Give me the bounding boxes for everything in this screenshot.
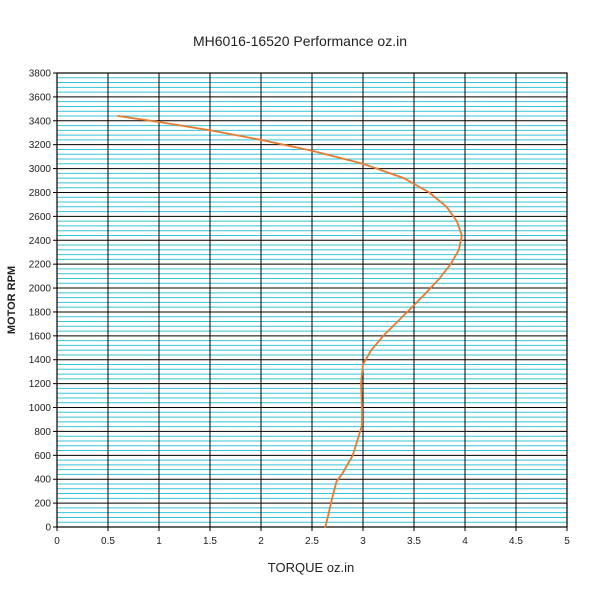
data-point (361, 424, 363, 427)
y-tick-label: 2600 (29, 212, 52, 223)
data-point (396, 320, 399, 323)
data-point (382, 334, 385, 337)
y-tick-label: 200 (34, 499, 51, 510)
data-point (370, 349, 373, 352)
data-point (438, 277, 441, 280)
y-tick-label: 600 (34, 451, 51, 462)
x-tick-label: 3 (360, 536, 366, 547)
data-point (327, 514, 330, 516)
plot-area: 0 200 400 600 800 1000 1200 1400 1600 1800 2000 220… (29, 69, 570, 548)
x-tick-label: 2 (258, 536, 264, 547)
data-point (324, 526, 327, 528)
data-point (117, 115, 120, 117)
y-tick-label: 400 (34, 475, 51, 486)
data-point (335, 480, 338, 483)
data-point (445, 205, 448, 208)
data-point (209, 129, 211, 132)
data-point (461, 234, 463, 237)
data-point (362, 363, 364, 366)
data-point (362, 162, 364, 165)
data-point (455, 220, 458, 223)
data-point (428, 191, 431, 194)
data-point (361, 406, 363, 409)
x-tick-label: 5 (564, 536, 570, 547)
data-point (402, 177, 405, 180)
y-tick-label: 2200 (29, 260, 52, 271)
data-point (360, 382, 362, 385)
data-point (351, 454, 354, 457)
data-point (449, 263, 452, 266)
data-point (311, 149, 313, 152)
data-point (331, 496, 334, 499)
x-tick-label: 1.5 (203, 536, 217, 547)
data-point (260, 139, 262, 141)
y-tick-label: 1200 (29, 379, 52, 390)
x-tick-label: 0.5 (101, 536, 115, 547)
y-tick-label: 1400 (29, 355, 52, 366)
data-point (425, 291, 428, 294)
y-tick-label: 1600 (29, 331, 52, 342)
y-tick-label: 800 (34, 427, 51, 438)
x-tick-label: 4 (462, 536, 468, 547)
y-tick-label: 2800 (29, 188, 52, 199)
data-point (158, 121, 160, 123)
x-tick-label: 0 (54, 536, 60, 547)
chart-title: MH6016-16520 Performance oz.in (193, 33, 407, 49)
y-tick-label: 3200 (29, 140, 52, 151)
y-tick-label: 1000 (29, 403, 52, 414)
x-tick-label: 1 (156, 536, 162, 547)
y-tick-label: 3400 (29, 116, 52, 127)
x-axis-label: TORQUE oz.in (268, 560, 354, 575)
data-point (457, 248, 460, 251)
y-tick-label: 1800 (29, 307, 52, 318)
y-tick-label: 0 (45, 523, 51, 534)
x-tick-label: 2.5 (305, 536, 319, 547)
y-axis-label: MOTOR RPM (6, 266, 18, 334)
data-point (411, 306, 413, 309)
y-tick-label: 2400 (29, 236, 52, 247)
y-tick-label: 2000 (29, 284, 52, 295)
y-tick-label: 3000 (29, 164, 52, 175)
y-tick-label: 3600 (29, 92, 52, 103)
x-tick-label: 3.5 (407, 536, 421, 547)
data-point (341, 472, 344, 475)
x-tick-label: 4.5 (509, 536, 523, 547)
y-tick-label: 3800 (29, 69, 52, 80)
